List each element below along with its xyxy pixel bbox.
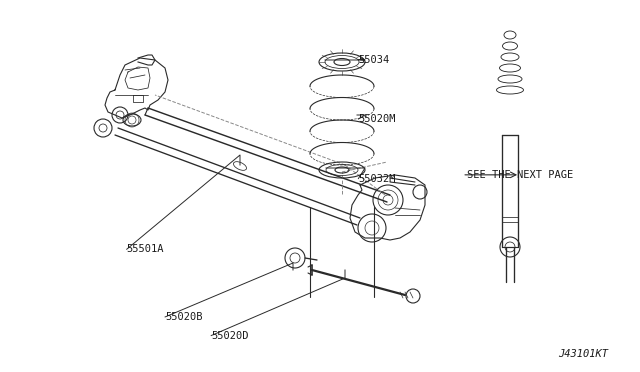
Text: SEE THE NEXT PAGE: SEE THE NEXT PAGE bbox=[467, 170, 573, 180]
Text: 55032M: 55032M bbox=[358, 174, 396, 183]
Text: 55034: 55034 bbox=[358, 55, 390, 64]
Text: J43101KT: J43101KT bbox=[558, 349, 608, 359]
Text: 55501A: 55501A bbox=[127, 244, 164, 254]
Text: 55020B: 55020B bbox=[165, 312, 203, 322]
Text: 55020M: 55020M bbox=[358, 114, 396, 124]
Text: 55020D: 55020D bbox=[211, 331, 249, 340]
